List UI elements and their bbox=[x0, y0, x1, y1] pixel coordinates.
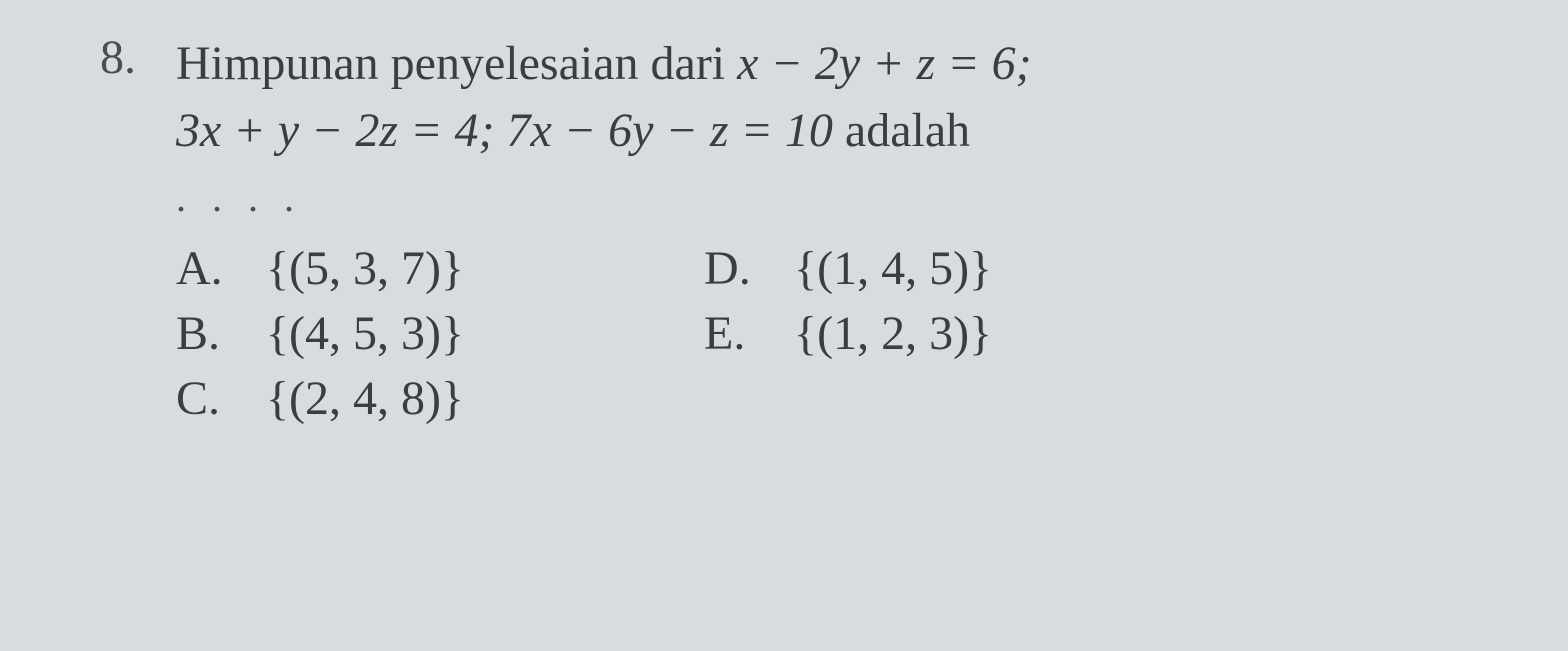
option-letter: B. bbox=[176, 306, 226, 361]
option-a: A. {(5, 3, 7)} bbox=[176, 241, 464, 296]
option-letter: D. bbox=[704, 241, 754, 296]
question-equation-2: 3x + y − 2z = 4; 7x − 6y − z = 10 bbox=[176, 104, 845, 157]
option-value: {(1, 4, 5)} bbox=[794, 241, 992, 296]
option-d: D. {(1, 4, 5)} bbox=[704, 241, 992, 296]
option-b: B. {(4, 5, 3)} bbox=[176, 306, 464, 361]
question-number: 8. bbox=[100, 30, 136, 426]
question-container: 8. Himpunan penyelesaian dari x − 2y + z… bbox=[100, 30, 1518, 426]
option-value: {(1, 2, 3)} bbox=[794, 306, 992, 361]
option-letter: E. bbox=[704, 306, 754, 361]
option-e: E. {(1, 2, 3)} bbox=[704, 306, 992, 361]
question-prefix-1: Himpunan penyelesaian dari bbox=[176, 37, 737, 90]
question-equation-1: x − 2y + z = 6; bbox=[737, 37, 1031, 90]
option-value: {(4, 5, 3)} bbox=[266, 306, 464, 361]
options-right-column: D. {(1, 4, 5)} E. {(1, 2, 3)} bbox=[704, 241, 992, 426]
question-suffix: adalah bbox=[845, 104, 970, 157]
option-letter: A. bbox=[176, 241, 226, 296]
option-value: {(2, 4, 8)} bbox=[266, 371, 464, 426]
question-dots: . . . . bbox=[176, 174, 1518, 221]
option-c: C. {(2, 4, 8)} bbox=[176, 371, 464, 426]
option-letter: C. bbox=[176, 371, 226, 426]
options-left-column: A. {(5, 3, 7)} B. {(4, 5, 3)} C. {(2, 4,… bbox=[176, 241, 464, 426]
question-text: Himpunan penyelesaian dari x − 2y + z = … bbox=[176, 30, 1518, 164]
question-content: Himpunan penyelesaian dari x − 2y + z = … bbox=[176, 30, 1518, 426]
options-container: A. {(5, 3, 7)} B. {(4, 5, 3)} C. {(2, 4,… bbox=[176, 241, 1518, 426]
option-value: {(5, 3, 7)} bbox=[266, 241, 464, 296]
